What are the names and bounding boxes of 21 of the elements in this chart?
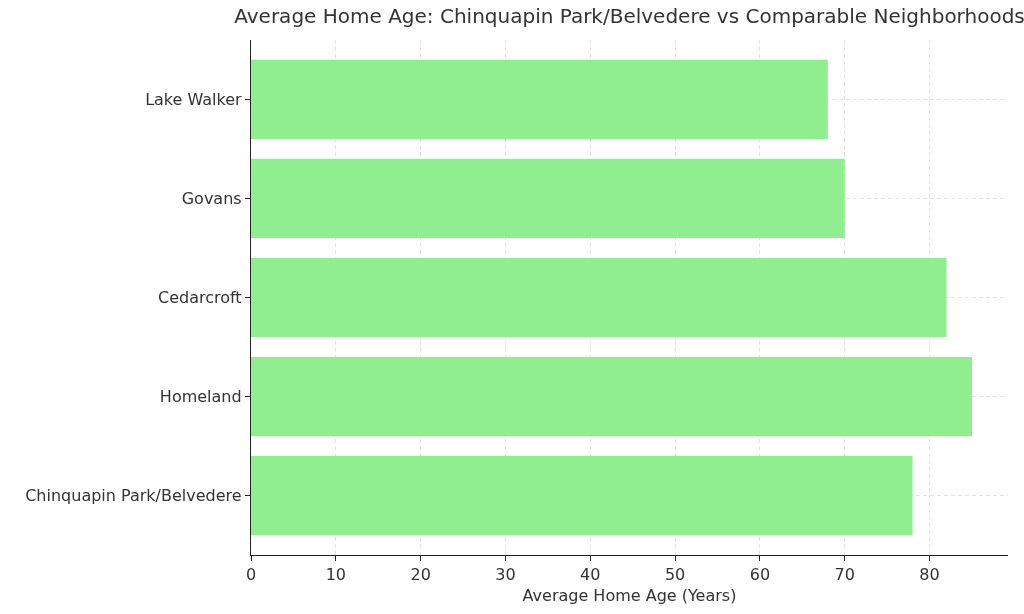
x-tick-label: 10 <box>325 565 346 585</box>
x-tick-label: 60 <box>749 565 771 585</box>
x-tick-label: 30 <box>495 565 516 585</box>
y-tick-label: Lake Walker <box>145 90 243 110</box>
y-tick-label: Govans <box>181 189 242 209</box>
chart-title: Average Home Age: Chinquapin Park/Belvedere vs Comparable Neighborhoods <box>234 4 1024 29</box>
x-tick-label: 50 <box>664 565 686 585</box>
bar <box>251 356 972 437</box>
y-tick-label: Cedarcroft <box>158 288 242 308</box>
x-tick-label: 70 <box>834 565 855 585</box>
bar <box>251 59 828 140</box>
x-tick-label: 20 <box>410 565 431 585</box>
bar <box>251 257 947 338</box>
x-axis-title: Average Home Age (Years) <box>522 586 737 606</box>
y-tick-label: Chinquapin Park/Belvedere <box>25 486 242 506</box>
bar <box>251 455 913 536</box>
x-tick-label: 80 <box>919 565 940 585</box>
x-tick-label: 0 <box>245 565 257 585</box>
x-tick-label: 40 <box>580 565 601 585</box>
bar <box>251 158 845 239</box>
y-tick-label: Homeland <box>159 387 242 407</box>
